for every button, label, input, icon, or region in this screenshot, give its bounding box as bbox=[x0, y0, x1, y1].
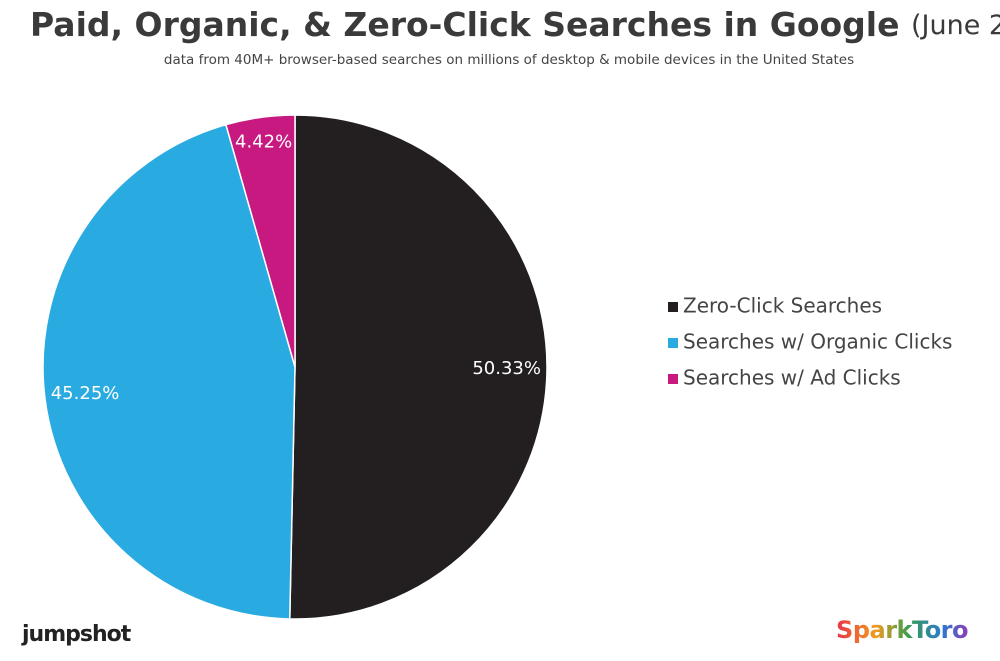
title-suffix: (June 2019) bbox=[911, 10, 1000, 41]
chart-title: Paid, Organic, & Zero-Click Searches in … bbox=[30, 5, 1000, 44]
value-label: 4.42% bbox=[235, 131, 292, 152]
value-label: 50.33% bbox=[472, 358, 541, 379]
pie-slice bbox=[42, 123, 296, 620]
value-label: 45.25% bbox=[51, 383, 120, 404]
legend-marker bbox=[668, 374, 678, 384]
legend-label: Searches w/ Organic Clicks bbox=[683, 330, 952, 354]
subtitle: data from 40M+ browser-based searches on… bbox=[164, 52, 854, 68]
title-main: Paid, Organic, & Zero-Click Searches in … bbox=[30, 5, 900, 44]
legend-label: Zero-Click Searches bbox=[683, 294, 882, 318]
brand-logo: SparkToro bbox=[836, 616, 968, 644]
legend-label: Searches w/ Ad Clicks bbox=[683, 366, 901, 390]
source-logo: jumpshot bbox=[21, 622, 132, 647]
pie-slice bbox=[224, 114, 296, 368]
legend-marker bbox=[668, 338, 678, 348]
pie-slice bbox=[289, 114, 548, 620]
legend-marker bbox=[668, 302, 678, 312]
